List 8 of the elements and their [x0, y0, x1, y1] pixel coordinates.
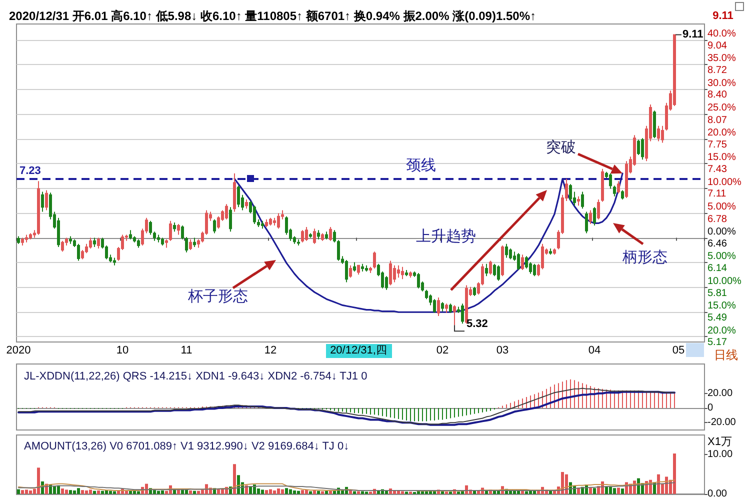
y-tick-label: 20.00: [708, 388, 733, 399]
y-tick-label: 10.00: [708, 449, 733, 460]
text: AMOUNT(13,26) V0 6701.089↑ V1 9312.990↓ V2 9169.684↓ TJ 0↓: [24, 440, 350, 452]
y-tick-label: 0.00: [708, 488, 728, 500]
y-axis-title: X1万: [708, 436, 732, 448]
y-tick-label: 0: [708, 402, 714, 414]
y-tick-label: -20.00: [708, 417, 736, 428]
text: JL-XDDN(11,22,26) QRS -14.215↓ XDN1 -9.643↓ XDN2 -6.754↓ TJ1 0: [24, 370, 368, 382]
